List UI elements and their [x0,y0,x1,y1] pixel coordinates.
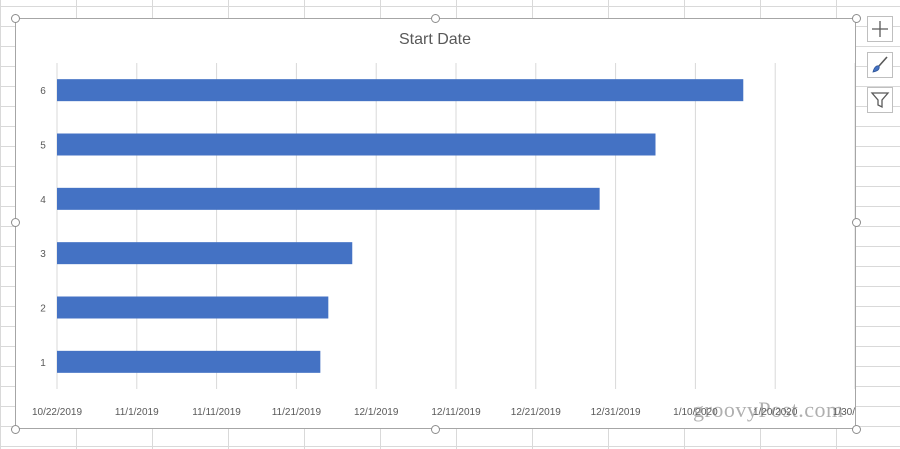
chart-styles-button[interactable] [867,52,893,78]
bar-1[interactable] [57,350,321,373]
resize-handle-bottom-right[interactable] [852,425,861,434]
x-tick-label: 12/31/2019 [591,407,641,418]
x-tick-label: 12/1/2019 [354,407,399,418]
bar-2[interactable] [57,296,329,319]
bar-series[interactable] [57,79,744,373]
x-tick-label: 1/10/2020 [673,407,718,418]
resize-handle-middle-left[interactable] [11,218,20,227]
chart-area[interactable]: Start Date 1 2 3 4 5 6 10/22/2019 11/1/2019 11/… [15,18,878,429]
x-tick-label: 12/11/2019 [431,407,481,418]
filter-icon [870,92,890,109]
x-tick-label: 10/22/2019 [32,407,82,418]
y-tick-label: 1 [40,358,46,369]
brush-icon [872,56,888,73]
bar-6[interactable] [57,79,744,102]
resize-handle-bottom-left[interactable] [11,425,20,434]
chart-filters-button[interactable] [867,87,893,113]
y-tick-label: 6 [40,86,46,97]
resize-handle-bottom-center[interactable] [431,425,440,434]
watermark-text: groovyPost.com [693,397,844,422]
y-tick-label: 2 [40,304,46,315]
y-tick-label: 3 [40,249,46,260]
resize-handle-top-right[interactable] [852,14,861,23]
y-tick-label: 4 [40,195,46,206]
resize-handle-middle-right[interactable] [852,218,861,227]
x-tick-label: 11/21/2019 [272,407,322,418]
bar-3[interactable] [57,242,353,265]
gridlines [56,63,856,389]
resize-handle-top-center[interactable] [431,14,440,23]
chart-title[interactable]: Start Date [399,31,471,48]
x-tick-label: 12/21/2019 [511,407,561,418]
x-tick-label: 11/11/2019 [192,407,241,418]
x-tick-label: 1/20/2020 [753,407,798,418]
plus-icon [872,21,888,37]
x-axis: 10/22/2019 11/1/2019 11/11/2019 11/21/2019 1… [32,407,878,418]
bar-chart: Start Date 1 2 3 4 5 6 10/22/2019 11/1/2019 11/… [32,31,878,418]
x-tick-label: 11/1/2019 [115,407,159,418]
chart-elements-button[interactable] [867,16,893,42]
y-tick-label: 5 [40,141,46,152]
bar-4[interactable] [57,187,600,210]
resize-handle-top-left[interactable] [11,14,20,23]
bar-5[interactable] [57,133,656,156]
y-axis: 1 2 3 4 5 6 [40,86,46,369]
